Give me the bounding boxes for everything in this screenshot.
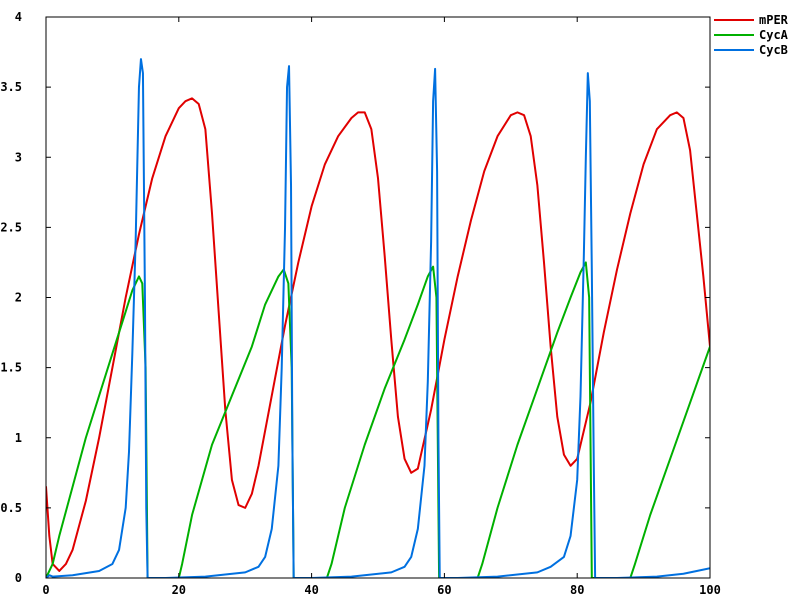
- series-line-cyca: [46, 261, 710, 578]
- series-line-cycb: [46, 58, 710, 578]
- y-tick-label: 1.5: [0, 361, 22, 375]
- legend-label-mper: mPER: [759, 13, 789, 27]
- y-tick-label: 3.5: [0, 80, 22, 94]
- x-tick-label: 60: [437, 583, 451, 597]
- legend-label-cycb: CycB: [759, 43, 788, 57]
- y-tick-label: 0.5: [0, 501, 22, 515]
- y-tick-label: 2: [15, 291, 22, 305]
- y-tick-label: 1: [15, 431, 22, 445]
- y-tick-label: 4: [15, 10, 22, 24]
- x-tick-label: 100: [699, 583, 721, 597]
- x-tick-label: 40: [304, 583, 318, 597]
- x-tick-label: 80: [570, 583, 584, 597]
- legend-label-cyca: CycA: [759, 28, 789, 42]
- x-tick-label: 0: [42, 583, 49, 597]
- y-tick-label: 3: [15, 150, 22, 164]
- y-tick-label: 0: [15, 571, 22, 585]
- y-tick-label: 2.5: [0, 220, 22, 234]
- x-tick-label: 20: [172, 583, 186, 597]
